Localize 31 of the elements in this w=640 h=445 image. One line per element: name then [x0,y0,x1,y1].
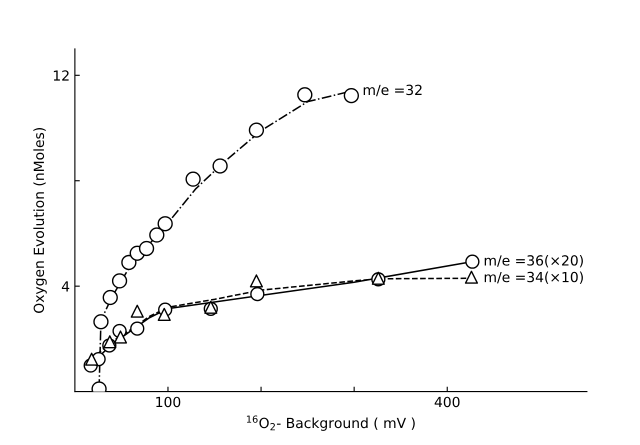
point [130,321,144,336]
y-tick-label: 12 [54,70,69,81]
series-label: m/e =34(×10) [484,272,583,284]
point [112,273,128,289]
point [114,330,128,344]
point [250,274,263,288]
point [130,304,144,318]
point [149,227,164,243]
point [212,158,228,174]
y-tick-label: 4 [62,281,70,292]
point [103,335,116,348]
point [158,308,171,321]
point [102,290,118,306]
series-label: m/e =36(×20) [484,254,583,268]
point [297,87,312,102]
point [93,314,109,330]
x-tick-label: 100 [156,396,180,408]
point [185,172,201,187]
y-axis-title: Oxygen Evolution (nMoles) [33,128,47,313]
point [465,254,480,269]
point [344,88,359,104]
point [464,270,478,284]
point [138,240,154,256]
x-axis-title: $^{16}$O$_{2}$- Background ( mV ) [246,415,415,431]
x-tick-label: 400 [434,396,460,408]
point [248,122,264,138]
point [121,254,137,270]
series-label: m/e =32 [364,84,422,96]
point [158,216,173,232]
point [85,352,98,366]
point [250,286,264,302]
